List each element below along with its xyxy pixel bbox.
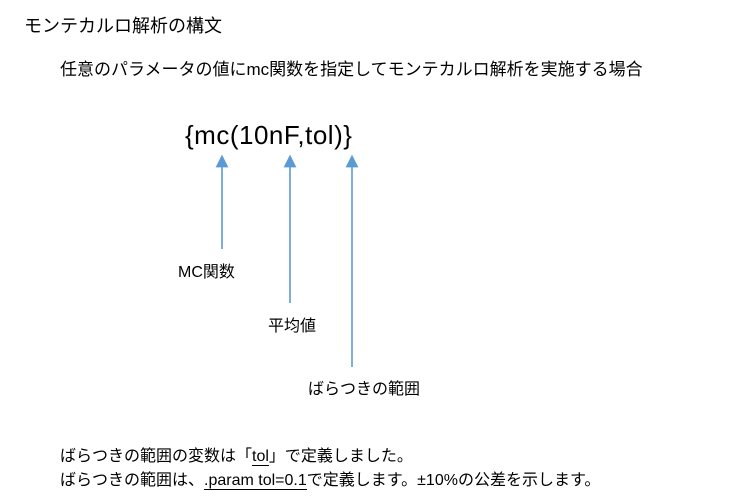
footer-line-2: ばらつきの範囲は、.param tol=0.1で定義します。±10%の公差を示し… (60, 466, 600, 490)
formula-expression: {mc(10nF,tol)} (185, 120, 352, 151)
footer1-text-a: ばらつきの範囲の変数は「 (60, 448, 252, 465)
footer2-text-a: ばらつきの範囲は、 (60, 472, 204, 489)
subtitle-text: 任意のパラメータの値にmc関数を指定してモンテカルロ解析を実施する場合 (60, 58, 643, 83)
footer2-text-b: で定義します。±10%の公差を示します。 (307, 472, 601, 489)
footer2-param: .param tol=0.1 (204, 472, 307, 490)
footer-line-1: ばらつきの範囲の変数は「tol」で定義しました。 (60, 442, 413, 466)
label-mc-function: MC関数 (178, 258, 235, 282)
footer1-text-b: 」で定義しました。 (269, 448, 413, 465)
label-spread-range: ばらつきの範囲 (308, 375, 420, 399)
footer1-tol: tol (252, 448, 269, 466)
label-average-value: 平均値 (268, 312, 316, 336)
page-title: モンテカルロ解析の構文 (24, 12, 222, 38)
